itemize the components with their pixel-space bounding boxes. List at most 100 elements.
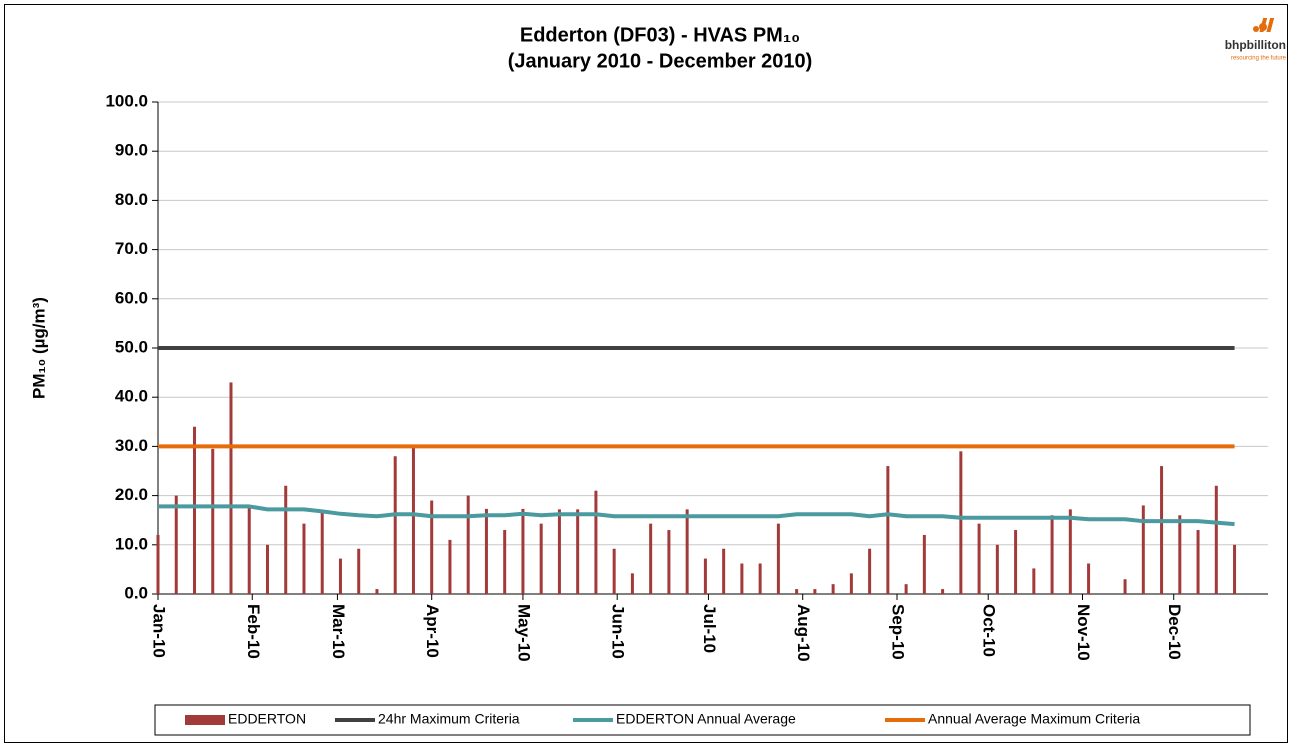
bar bbox=[740, 563, 744, 594]
bar bbox=[320, 512, 324, 594]
bar bbox=[284, 485, 288, 594]
y-tick-label: 30.0 bbox=[115, 436, 148, 455]
bar bbox=[594, 490, 598, 594]
bar bbox=[703, 558, 707, 594]
bar bbox=[868, 548, 872, 594]
bar bbox=[448, 539, 452, 594]
y-tick-label: 40.0 bbox=[115, 387, 148, 406]
bar bbox=[192, 426, 196, 594]
bar bbox=[466, 495, 470, 594]
logo-bar bbox=[1266, 18, 1275, 32]
x-tick-label: Jun-10 bbox=[609, 604, 628, 659]
bar bbox=[813, 589, 817, 594]
series-line bbox=[158, 504, 1235, 527]
x-tick-label: Nov-10 bbox=[1074, 604, 1093, 661]
bar bbox=[521, 508, 525, 594]
bar bbox=[1068, 509, 1072, 594]
bar bbox=[649, 523, 653, 594]
bar bbox=[1233, 544, 1237, 594]
bar bbox=[722, 548, 726, 594]
logo-dot bbox=[1253, 26, 1259, 32]
bar bbox=[995, 544, 999, 594]
bar bbox=[1178, 515, 1182, 594]
bar bbox=[959, 451, 963, 594]
bar bbox=[557, 509, 561, 594]
y-tick-label: 20.0 bbox=[115, 485, 148, 504]
legend-label: EDDERTON Annual Average bbox=[616, 711, 796, 727]
bar bbox=[229, 382, 233, 594]
bar bbox=[1123, 579, 1127, 594]
bar bbox=[430, 500, 434, 594]
chart-frame bbox=[4, 4, 1288, 743]
y-tick-label: 0.0 bbox=[124, 583, 148, 602]
bar bbox=[922, 534, 926, 594]
bar bbox=[1014, 530, 1018, 594]
bar bbox=[941, 589, 945, 594]
bar bbox=[411, 446, 415, 594]
bar bbox=[265, 544, 269, 594]
bar bbox=[503, 530, 507, 594]
logo: bhpbilliton resourcing the future bbox=[1225, 18, 1287, 62]
bar bbox=[338, 558, 342, 594]
bar bbox=[484, 508, 488, 594]
x-tick-label: Dec-10 bbox=[1165, 604, 1184, 660]
bar bbox=[539, 523, 543, 594]
x-tick-label: Mar-10 bbox=[329, 604, 348, 659]
y-axis-label: PM₁₀ (µg/m³) bbox=[29, 297, 48, 399]
x-tick-label: Aug-10 bbox=[794, 604, 813, 662]
y-tick-label: 80.0 bbox=[115, 190, 148, 209]
bar bbox=[977, 523, 981, 594]
bar bbox=[849, 573, 853, 594]
x-tick-label: Apr-10 bbox=[423, 604, 442, 658]
bar bbox=[211, 448, 215, 594]
bar bbox=[1214, 485, 1218, 594]
y-tick-label: 90.0 bbox=[115, 141, 148, 160]
x-tick-label: Jan-10 bbox=[150, 604, 169, 658]
bar bbox=[630, 573, 634, 594]
logo-tagline: resourcing the future bbox=[1231, 56, 1287, 62]
bar bbox=[302, 523, 306, 594]
y-tick-label: 10.0 bbox=[115, 534, 148, 553]
x-tick-label: Sep-10 bbox=[889, 604, 908, 660]
bar bbox=[776, 523, 780, 594]
bar bbox=[1050, 515, 1054, 594]
bar bbox=[758, 563, 762, 594]
bar bbox=[576, 509, 580, 594]
bar bbox=[904, 584, 908, 594]
bar bbox=[1160, 466, 1164, 594]
bar bbox=[831, 584, 835, 594]
bar bbox=[667, 530, 671, 594]
bar bbox=[795, 589, 799, 594]
bar bbox=[1087, 563, 1091, 594]
legend-label: EDDERTON bbox=[228, 711, 306, 727]
bar bbox=[393, 456, 397, 594]
bar bbox=[357, 548, 361, 594]
legend-label: Annual Average Maximum Criteria bbox=[928, 711, 1140, 727]
bar bbox=[1141, 505, 1145, 594]
legend-label: 24hr Maximum Criteria bbox=[378, 711, 520, 727]
chart-title: Edderton (DF03) - HVAS PM₁₀ bbox=[520, 24, 800, 46]
bar bbox=[1032, 568, 1036, 594]
bar bbox=[1196, 530, 1200, 594]
bar bbox=[156, 534, 160, 594]
y-tick-label: 50.0 bbox=[115, 337, 148, 356]
bar bbox=[685, 509, 689, 594]
bar bbox=[886, 466, 890, 594]
x-tick-label: Feb-10 bbox=[244, 604, 263, 659]
x-tick-label: Jul-10 bbox=[700, 604, 719, 653]
bar bbox=[612, 548, 616, 594]
x-tick-label: May-10 bbox=[514, 604, 533, 662]
logo-bar bbox=[1259, 18, 1268, 32]
bar bbox=[174, 495, 178, 594]
y-tick-label: 100.0 bbox=[105, 91, 148, 110]
y-tick-label: 60.0 bbox=[115, 288, 148, 307]
bar bbox=[375, 589, 379, 594]
logo-text: bhpbilliton bbox=[1225, 38, 1286, 52]
chart-subtitle: (January 2010 - December 2010) bbox=[508, 50, 813, 72]
legend-swatch bbox=[185, 715, 225, 725]
y-tick-label: 70.0 bbox=[115, 239, 148, 258]
x-tick-label: Oct-10 bbox=[980, 604, 999, 657]
bar bbox=[247, 507, 251, 594]
